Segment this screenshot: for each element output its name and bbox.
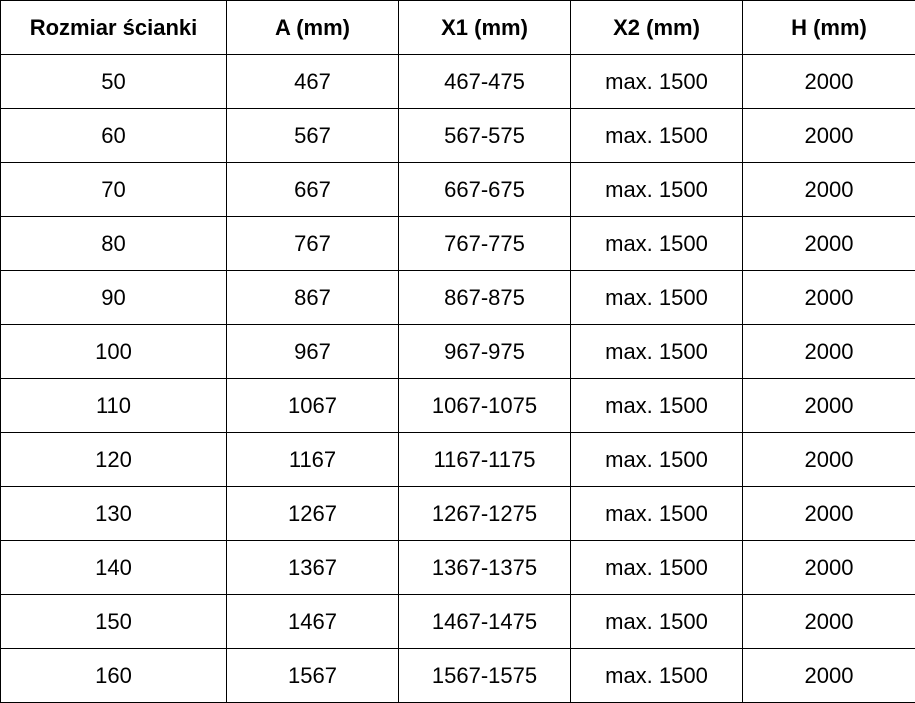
cell-x1: 1167-1175 — [398, 432, 571, 487]
cell-x1: 1467-1475 — [398, 594, 571, 649]
cell-h: 2000 — [742, 162, 915, 217]
table-row: 120 1167 1167-1175 max. 1500 2000 — [0, 432, 915, 487]
cell-x2: max. 1500 — [570, 162, 743, 217]
cell-a: 1367 — [226, 540, 399, 595]
cell-a: 1067 — [226, 378, 399, 433]
cell-h: 2000 — [742, 54, 915, 109]
cell-x2: max. 1500 — [570, 108, 743, 163]
table-row: 140 1367 1367-1375 max. 1500 2000 — [0, 540, 915, 595]
cell-size: 120 — [0, 432, 227, 487]
header-h: H (mm) — [742, 0, 915, 55]
cell-x2: max. 1500 — [570, 594, 743, 649]
cell-size: 150 — [0, 594, 227, 649]
table-row: 90 867 867-875 max. 1500 2000 — [0, 270, 915, 325]
cell-x2: max. 1500 — [570, 216, 743, 271]
cell-x1: 767-775 — [398, 216, 571, 271]
cell-a: 1167 — [226, 432, 399, 487]
table-row: 110 1067 1067-1075 max. 1500 2000 — [0, 378, 915, 433]
cell-x2: max. 1500 — [570, 270, 743, 325]
cell-size: 70 — [0, 162, 227, 217]
cell-size: 90 — [0, 270, 227, 325]
cell-x1: 1067-1075 — [398, 378, 571, 433]
cell-size: 60 — [0, 108, 227, 163]
cell-size: 140 — [0, 540, 227, 595]
cell-h: 2000 — [742, 378, 915, 433]
table-row: 60 567 567-575 max. 1500 2000 — [0, 108, 915, 163]
cell-a: 967 — [226, 324, 399, 379]
table-row: 70 667 667-675 max. 1500 2000 — [0, 162, 915, 217]
table-row: 160 1567 1567-1575 max. 1500 2000 — [0, 648, 915, 703]
header-row: Rozmiar ścianki A (mm) X1 (mm) X2 (mm) H… — [0, 0, 915, 55]
cell-x2: max. 1500 — [570, 54, 743, 109]
cell-size: 80 — [0, 216, 227, 271]
cell-h: 2000 — [742, 432, 915, 487]
table-row: 50 467 467-475 max. 1500 2000 — [0, 54, 915, 109]
cell-x1: 667-675 — [398, 162, 571, 217]
cell-a: 767 — [226, 216, 399, 271]
cell-x2: max. 1500 — [570, 540, 743, 595]
cell-x2: max. 1500 — [570, 432, 743, 487]
cell-a: 867 — [226, 270, 399, 325]
cell-h: 2000 — [742, 216, 915, 271]
cell-x1: 567-575 — [398, 108, 571, 163]
cell-x1: 467-475 — [398, 54, 571, 109]
header-size: Rozmiar ścianki — [0, 0, 227, 55]
cell-a: 567 — [226, 108, 399, 163]
cell-h: 2000 — [742, 108, 915, 163]
cell-x2: max. 1500 — [570, 486, 743, 541]
cell-x2: max. 1500 — [570, 378, 743, 433]
cell-h: 2000 — [742, 648, 915, 703]
cell-x1: 867-875 — [398, 270, 571, 325]
cell-h: 2000 — [742, 594, 915, 649]
cell-a: 467 — [226, 54, 399, 109]
cell-size: 130 — [0, 486, 227, 541]
cell-size: 110 — [0, 378, 227, 433]
header-x1: X1 (mm) — [398, 0, 571, 55]
cell-a: 1467 — [226, 594, 399, 649]
table-row: 100 967 967-975 max. 1500 2000 — [0, 324, 915, 379]
cell-a: 667 — [226, 162, 399, 217]
cell-x1: 1267-1275 — [398, 486, 571, 541]
cell-x2: max. 1500 — [570, 648, 743, 703]
cell-h: 2000 — [742, 486, 915, 541]
cell-x1: 1367-1375 — [398, 540, 571, 595]
header-x2: X2 (mm) — [570, 0, 743, 55]
table-row: 80 767 767-775 max. 1500 2000 — [0, 216, 915, 271]
cell-x1: 1567-1575 — [398, 648, 571, 703]
cell-h: 2000 — [742, 324, 915, 379]
cell-x1: 967-975 — [398, 324, 571, 379]
table-row: 150 1467 1467-1475 max. 1500 2000 — [0, 594, 915, 649]
cell-h: 2000 — [742, 270, 915, 325]
cell-x2: max. 1500 — [570, 324, 743, 379]
table-row: 130 1267 1267-1275 max. 1500 2000 — [0, 486, 915, 541]
cell-size: 50 — [0, 54, 227, 109]
cell-h: 2000 — [742, 540, 915, 595]
cell-size: 160 — [0, 648, 227, 703]
cell-size: 100 — [0, 324, 227, 379]
header-a: A (mm) — [226, 0, 399, 55]
cell-a: 1267 — [226, 486, 399, 541]
cell-a: 1567 — [226, 648, 399, 703]
